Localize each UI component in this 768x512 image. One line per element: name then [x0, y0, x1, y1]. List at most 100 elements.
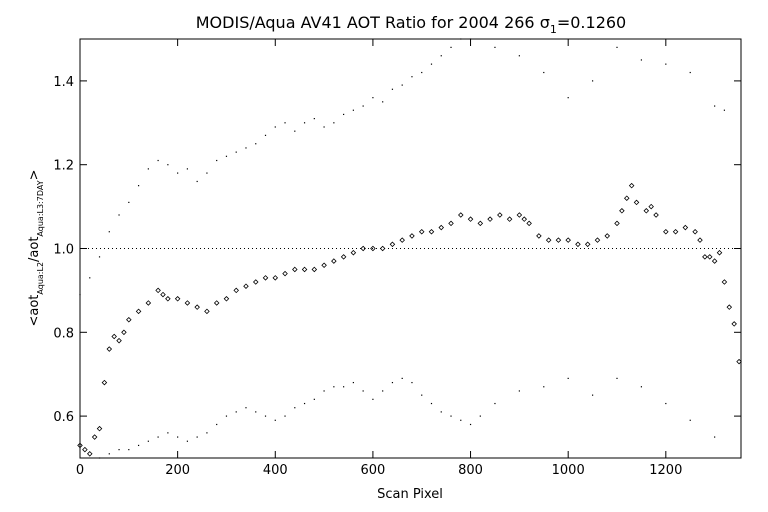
data-point — [186, 440, 189, 442]
x-tick-label: 200 — [165, 463, 190, 478]
data-point — [155, 287, 161, 294]
data-point — [352, 381, 354, 384]
x-tick-label: 400 — [263, 463, 288, 478]
data-point — [255, 411, 257, 413]
data-point — [628, 182, 635, 189]
data-point — [294, 407, 296, 409]
data-point — [96, 425, 103, 432]
data-point — [494, 402, 496, 405]
data-point — [619, 208, 625, 214]
data-point — [157, 159, 159, 162]
data-point — [521, 216, 528, 222]
data-point — [243, 283, 249, 289]
data-point — [372, 398, 374, 400]
data-point — [469, 38, 472, 40]
data-point — [418, 228, 425, 235]
data-point — [663, 228, 669, 235]
data-point — [333, 122, 335, 124]
data-point — [516, 212, 523, 218]
data-point — [167, 164, 169, 166]
data-point — [145, 300, 152, 306]
data-point — [82, 446, 88, 453]
data-point — [282, 270, 288, 277]
data-point — [391, 88, 394, 90]
data-point — [706, 254, 713, 260]
data-point — [352, 109, 354, 111]
data-point — [440, 55, 442, 57]
y-axis: 0.6 0.8 1.0 1.2 1.4 — [53, 75, 741, 425]
data-point — [101, 379, 108, 386]
data-point — [313, 398, 315, 400]
data-point — [108, 453, 110, 455]
data-point — [213, 300, 220, 306]
data-point — [294, 130, 296, 132]
data-point — [89, 277, 91, 279]
data-point — [421, 71, 423, 74]
data-point — [448, 220, 454, 227]
data-point — [731, 321, 737, 327]
data-point — [204, 308, 210, 315]
data-point — [711, 258, 718, 264]
data-point — [438, 224, 445, 231]
data-point — [736, 358, 742, 365]
data-point — [689, 71, 691, 74]
data-point — [216, 423, 218, 426]
data-point — [321, 262, 327, 269]
data-point — [460, 38, 462, 40]
data-point — [430, 63, 433, 65]
data-point — [225, 155, 228, 157]
data-point — [591, 394, 594, 396]
data-point — [545, 237, 552, 243]
data-point — [264, 415, 267, 417]
data-point — [147, 168, 149, 170]
data-point — [165, 296, 171, 302]
y-axis-label: <aotAqua:L2/aotAqua:L3:7DAY> — [27, 169, 45, 326]
data-point — [135, 308, 142, 315]
data-point — [714, 105, 716, 107]
data-point — [440, 411, 442, 413]
data-point — [128, 449, 130, 451]
data-point — [567, 97, 569, 99]
data-point — [723, 109, 726, 111]
data-point — [177, 172, 179, 174]
data-point — [518, 390, 520, 392]
plot-frame — [79, 38, 742, 459]
data-point — [648, 203, 654, 210]
data-point — [186, 168, 189, 170]
data-point — [643, 208, 650, 214]
data-point — [672, 228, 679, 235]
data-point — [79, 293, 81, 296]
data-point — [594, 237, 601, 243]
data-point — [147, 440, 149, 442]
data-point — [225, 415, 228, 417]
data-point — [137, 444, 140, 447]
data-point — [303, 402, 306, 405]
data-point — [665, 63, 667, 65]
data-point — [409, 233, 415, 239]
data-point — [379, 245, 386, 252]
data-point — [450, 46, 452, 48]
data-point — [555, 237, 562, 243]
data-point — [77, 442, 83, 449]
data-point — [633, 199, 640, 206]
data-point — [128, 201, 130, 204]
data-point — [518, 55, 520, 57]
data-point — [116, 337, 122, 344]
data-point — [467, 216, 474, 222]
data-point — [721, 279, 728, 285]
data-point — [323, 126, 325, 128]
data-point — [301, 266, 308, 273]
data-point — [111, 333, 117, 340]
data-point — [255, 143, 257, 145]
data-point — [362, 390, 364, 392]
data-point — [264, 134, 267, 136]
data-point — [526, 220, 532, 227]
data-point — [313, 118, 315, 120]
data-point — [604, 233, 611, 239]
data-point — [206, 172, 208, 174]
data-point — [284, 122, 286, 124]
data-point — [360, 245, 366, 252]
y-tick-label: 1.0 — [53, 243, 74, 258]
data-point — [184, 300, 191, 306]
